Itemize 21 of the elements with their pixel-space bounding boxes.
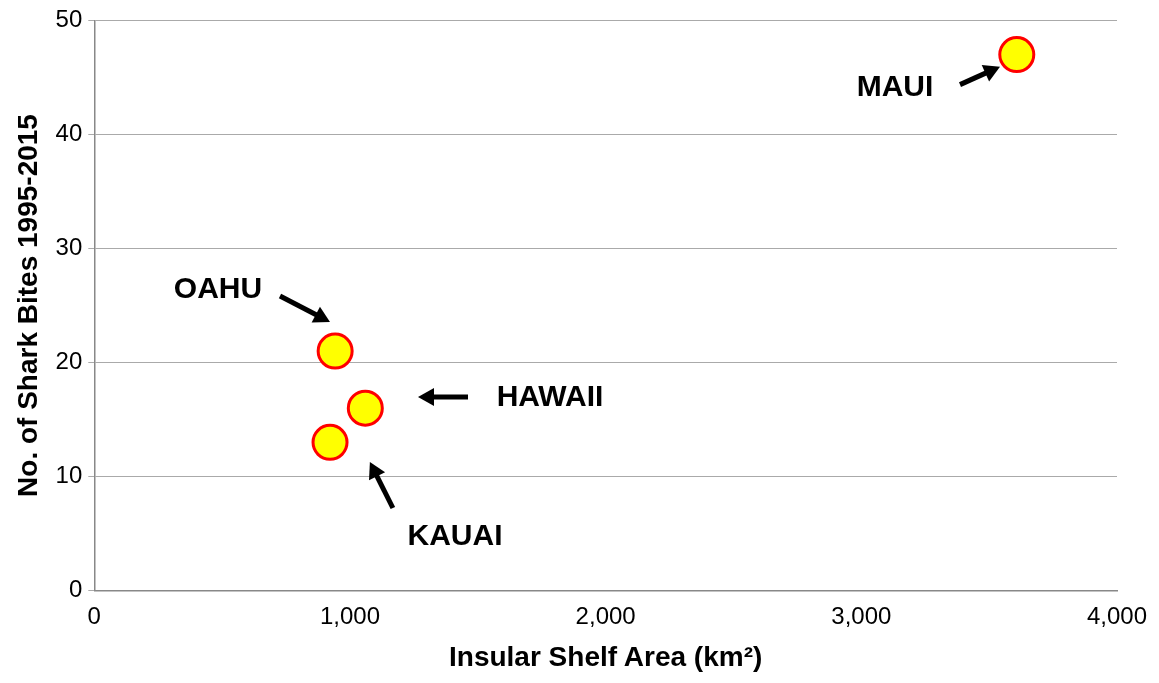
point	[998, 36, 1036, 74]
x-tick-label: 0	[87, 601, 101, 629]
x-axis-title: Insular Shelf Area (km²)	[449, 640, 763, 672]
point	[311, 423, 349, 461]
y-tick-label: 20	[55, 347, 83, 375]
y-tick-label: 0	[68, 575, 83, 603]
point	[316, 332, 354, 370]
point	[346, 389, 384, 427]
y-tick-label: 40	[55, 119, 83, 147]
x-tick-label: 2,000	[575, 601, 636, 629]
y-tick-label: 50	[55, 5, 83, 33]
annotation: KAUAI	[407, 518, 503, 552]
annotation: HAWAII	[496, 379, 604, 413]
x-tick-label: 3,000	[831, 601, 892, 629]
y-axis-title: No. of Shark Bites 1995-2015	[11, 114, 43, 497]
annotation: MAUI	[856, 69, 934, 103]
x-tick-label: 4,000	[1086, 601, 1148, 629]
y-tick-label: 10	[55, 461, 83, 489]
annotation: OAHU	[173, 271, 263, 305]
y-tick-label: 30	[55, 233, 83, 261]
x-tick-label: 1,000	[319, 601, 380, 629]
